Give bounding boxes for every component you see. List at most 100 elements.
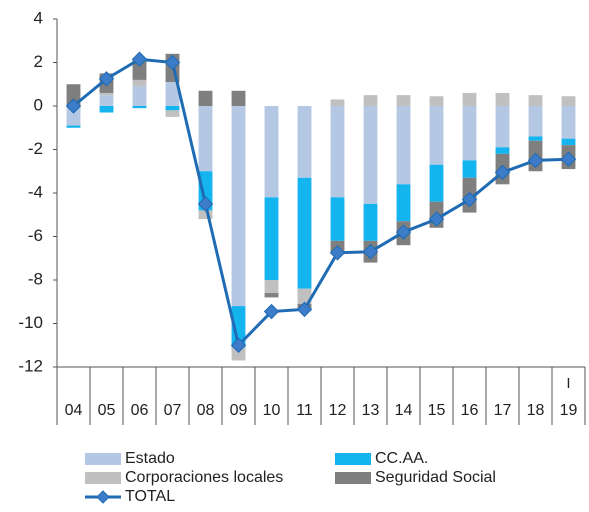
bar-segment	[66, 106, 81, 126]
bar-segment	[297, 177, 312, 289]
legend-label: Corporaciones locales	[125, 469, 283, 486]
x-tick-label: 12	[329, 402, 347, 419]
total-marker	[65, 98, 82, 114]
bar-segment	[495, 106, 510, 148]
bar-segment	[561, 96, 576, 106]
y-tick-label: -10	[18, 313, 43, 332]
bar-segment	[264, 106, 279, 198]
bar-segment	[132, 86, 147, 106]
x-tick-label: 11	[296, 402, 313, 419]
bar-segment	[99, 106, 114, 113]
x-tick-label: 08	[197, 402, 215, 419]
bar-segment	[363, 95, 378, 106]
x-tick-label: 14	[395, 402, 413, 419]
x-tick-label: 09	[230, 402, 248, 419]
bar-segment	[495, 92, 510, 106]
x-tick-sublabel: I	[566, 375, 570, 392]
total-marker	[98, 71, 115, 87]
x-tick-label: 07	[164, 402, 182, 419]
legend-marker	[96, 490, 110, 504]
y-tick-label: -6	[28, 226, 43, 245]
x-tick-label: 19	[560, 402, 578, 419]
bar-segment	[429, 106, 444, 165]
total-marker	[395, 224, 412, 240]
x-tick-label: 16	[461, 402, 479, 419]
legend-swatch	[85, 472, 121, 484]
total-line	[72, 57, 569, 349]
bar-segment	[330, 197, 345, 241]
bar-segment	[396, 95, 411, 106]
total-marker	[560, 151, 577, 167]
bar-segment	[462, 160, 477, 178]
bar-segment	[231, 106, 246, 307]
bar-segment	[165, 82, 180, 106]
bar-segment	[231, 306, 246, 348]
bar-segment	[66, 84, 81, 106]
x-tick-label: 04	[65, 402, 83, 419]
bar-segment	[132, 106, 147, 109]
x-tick-label: 15	[428, 402, 446, 419]
legend-swatch	[335, 472, 371, 484]
y-tick-label: -4	[28, 182, 43, 201]
legend-swatch	[85, 453, 121, 465]
x-tick-label: 17	[494, 402, 512, 419]
total-marker	[527, 152, 544, 169]
bar-segment	[561, 106, 576, 139]
bar-segment	[198, 90, 213, 106]
x-tick-label: 18	[527, 402, 545, 419]
bar-segment	[198, 106, 213, 172]
bar-segment	[396, 184, 411, 222]
total-marker	[263, 303, 280, 320]
y-tick-label: -8	[28, 269, 43, 288]
y-tick-label: 2	[34, 52, 43, 71]
total-marker	[329, 245, 346, 261]
y-tick-label: -12	[18, 356, 43, 375]
bar-segment	[198, 210, 213, 220]
bar-segment	[99, 92, 114, 96]
total-marker	[428, 211, 445, 227]
total-marker	[461, 191, 478, 208]
bar-segment	[429, 164, 444, 202]
bar-segment	[264, 197, 279, 280]
bar-segment	[297, 288, 312, 304]
legend-swatch	[335, 453, 371, 465]
bar-segment	[462, 106, 477, 161]
bar-segment	[132, 79, 147, 87]
bar-segment	[165, 106, 180, 111]
bar-segment	[330, 106, 345, 198]
x-tick-label: 05	[98, 402, 116, 419]
bar-segment	[363, 106, 378, 204]
legend-label: Seguridad Social	[375, 469, 496, 486]
x-tick-label: 06	[131, 402, 149, 419]
bar-segment	[297, 106, 312, 178]
legend-label: Estado	[125, 450, 175, 467]
bar-segment	[462, 92, 477, 106]
y-tick-label: 4	[34, 8, 43, 27]
bar-segment	[363, 203, 378, 241]
x-tick-label: 10	[263, 402, 281, 419]
total-marker	[164, 54, 181, 71]
bar-segment	[66, 125, 81, 128]
bar-segment	[429, 96, 444, 106]
bar-segment	[495, 147, 510, 154]
total-marker	[296, 301, 313, 318]
total-marker	[230, 337, 247, 353]
bar-segment	[231, 347, 246, 361]
bar-segment	[132, 58, 147, 80]
bar-segment	[396, 106, 411, 185]
total-marker	[131, 51, 148, 67]
bar-segment	[528, 95, 543, 106]
bar-segment	[99, 95, 114, 106]
bar-segment	[264, 280, 279, 294]
bar-segment	[528, 136, 543, 141]
total-marker	[494, 164, 511, 181]
legend-label: TOTAL	[125, 488, 175, 505]
bar-segment	[561, 138, 576, 146]
y-tick-label: 0	[34, 95, 43, 114]
total-marker	[362, 244, 379, 260]
x-tick-label: 13	[362, 402, 380, 419]
bar-segment	[528, 106, 543, 137]
total-marker	[197, 196, 214, 212]
y-tick-label: -2	[28, 139, 43, 158]
